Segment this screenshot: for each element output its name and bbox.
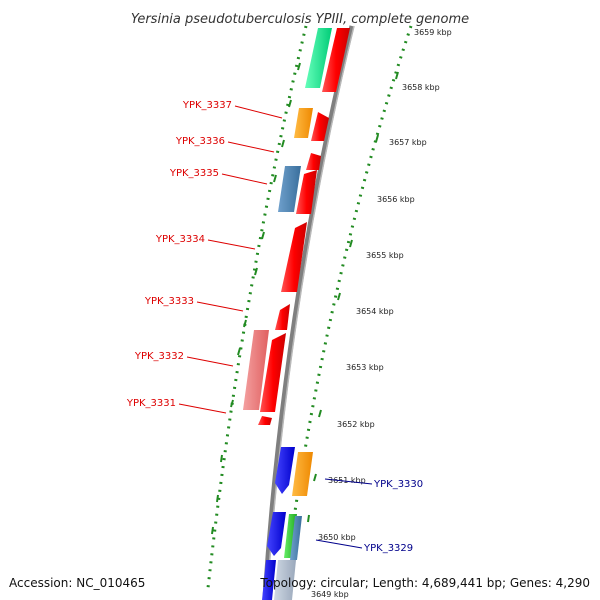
gene-grey-bottom bbox=[274, 560, 296, 600]
gene-label-ypk-3336: YPK_3336 bbox=[175, 136, 225, 147]
tick-label: 3655 kbp bbox=[366, 251, 404, 260]
gene-label-ypk-3334: YPK_3334 bbox=[155, 234, 205, 245]
gene-steel-3335 bbox=[278, 166, 301, 212]
gene-red-3334 bbox=[281, 222, 307, 292]
left-track-dashes bbox=[211, 62, 301, 535]
gene-red-3332 bbox=[260, 333, 286, 412]
accession-text: Accession: NC_010465 bbox=[9, 576, 145, 590]
gc-content-track-outer bbox=[281, 25, 413, 599]
tick-label: 3653 kbp bbox=[346, 363, 384, 372]
tick-label: 3659 kbp bbox=[414, 28, 452, 37]
tick-label: 3652 kbp bbox=[337, 420, 375, 429]
genome-summary-text: Topology: circular; Length: 4,689,441 bp… bbox=[259, 576, 590, 590]
gene-label-ypk-3337: YPK_3337 bbox=[182, 100, 232, 111]
right-gene-labels: YPK_3330 YPK_3329 bbox=[315, 478, 423, 554]
genome-backbone bbox=[262, 25, 355, 599]
gene-blue-3330a bbox=[275, 447, 295, 494]
gene-blue-bottom bbox=[262, 560, 276, 600]
gene-red-top bbox=[322, 28, 350, 92]
gene-label-ypk-3332: YPK_3332 bbox=[134, 351, 184, 362]
left-gene-labels: YPK_3337 YPK_3336 YPK_3335 YPK_3334 YPK_… bbox=[126, 100, 283, 414]
map-title: Yersinia pseudotuberculosis YPIII, compl… bbox=[131, 12, 469, 27]
gene-green-top bbox=[305, 28, 332, 88]
gene-green-3329 bbox=[284, 514, 297, 558]
tick-label: 3649 kbp bbox=[311, 590, 349, 599]
tick-label: 3657 kbp bbox=[389, 138, 427, 147]
gene-orange-3330 bbox=[292, 452, 313, 496]
gene-label-ypk-3330: YPK_3330 bbox=[373, 479, 423, 490]
gene-red-3337 bbox=[311, 112, 329, 141]
gene-label-ypk-3329: YPK_3329 bbox=[363, 543, 413, 554]
gene-red-3336 bbox=[306, 153, 321, 170]
gene-red-3335 bbox=[296, 170, 317, 214]
position-ticks: 3659 kbp 3658 kbp 3657 kbp 3656 kbp 3655… bbox=[311, 28, 452, 599]
tick-label: 3651 kbp bbox=[328, 476, 366, 485]
gene-red-3333 bbox=[275, 304, 290, 330]
gene-pale-3332 bbox=[243, 330, 269, 410]
right-track-dashes bbox=[307, 71, 399, 523]
gene-red-3331 bbox=[258, 416, 272, 425]
gene-steel-3329 bbox=[290, 516, 302, 560]
gene-label-ypk-3333: YPK_3333 bbox=[144, 296, 194, 307]
tick-label: 3658 kbp bbox=[402, 83, 440, 92]
gene-label-ypk-3331: YPK_3331 bbox=[126, 398, 176, 409]
gene-features bbox=[243, 28, 350, 600]
tick-label: 3650 kbp bbox=[318, 533, 356, 542]
gene-orange-3337 bbox=[294, 108, 313, 138]
tick-label: 3656 kbp bbox=[377, 195, 415, 204]
tick-label: 3654 kbp bbox=[356, 307, 394, 316]
gene-blue-3329a bbox=[267, 512, 286, 556]
gene-label-ypk-3335: YPK_3335 bbox=[169, 168, 219, 179]
